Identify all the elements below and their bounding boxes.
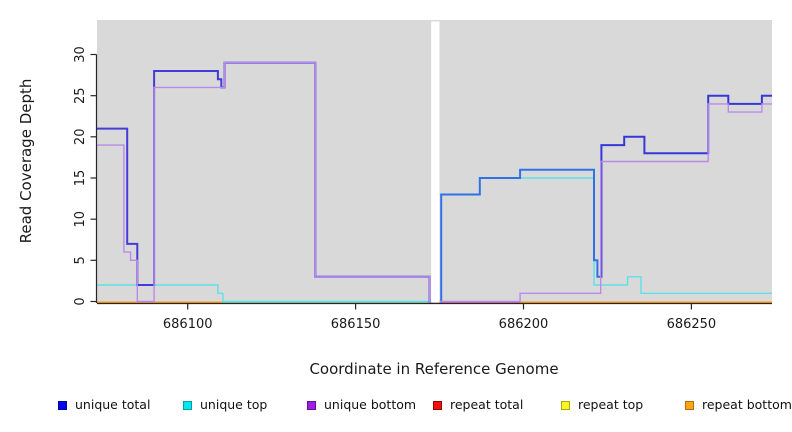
- y-axis-tick-label: 0: [73, 297, 88, 305]
- legend-swatch-icon: [58, 400, 67, 410]
- legend-swatch-icon: [307, 400, 316, 410]
- x-axis-tick-label: 686100: [163, 317, 213, 332]
- x-axis-title: Coordinate in Reference Genome: [309, 360, 558, 378]
- legend-item-label: unique total: [75, 397, 151, 412]
- series-unique-total-line: [600, 94, 772, 278]
- y-axis-title: Read Coverage Depth: [17, 79, 35, 244]
- y-axis-tick-label: 30: [73, 46, 88, 63]
- legend-swatch-icon: [183, 400, 192, 410]
- legend-item-label: repeat top: [578, 397, 644, 412]
- legend-item-label: repeat bottom: [702, 397, 792, 412]
- legend-item-label: unique top: [200, 397, 268, 412]
- y-axis-tick-label: 25: [73, 87, 88, 104]
- y-axis-tick-label: 20: [73, 129, 88, 146]
- legend-swatch-icon: [433, 400, 442, 410]
- legend-item-unique-total: unique total: [58, 398, 150, 412]
- x-axis-tick-label: 686250: [667, 317, 717, 332]
- legend-item-repeat-bottom: repeat bottom: [685, 398, 792, 412]
- y-axis-tick-label: 5: [73, 256, 88, 264]
- y-axis-tick-label: 15: [73, 170, 88, 187]
- y-axis-tick-label: 10: [73, 211, 88, 228]
- x-axis-tick-label: 686150: [331, 317, 381, 332]
- legend-item-repeat-total: repeat total: [433, 398, 523, 412]
- legend-swatch-icon: [685, 400, 694, 410]
- x-axis-tick-label: 686200: [499, 317, 549, 332]
- series-unique-top-line: [97, 284, 432, 303]
- legend-item-unique-bottom: unique bottom: [307, 398, 416, 412]
- masked-region: [431, 21, 440, 302]
- legend-item-repeat-top: repeat top: [561, 398, 643, 412]
- series-unique-total-line: [439, 168, 601, 303]
- legend-swatch-icon: [561, 400, 570, 410]
- legend-item-unique-top: unique top: [183, 398, 267, 412]
- chart-legend: unique total unique top unique bottom repea…: [0, 398, 792, 416]
- legend-item-label: unique bottom: [324, 397, 417, 412]
- series-unique-bottom-line: [439, 103, 772, 303]
- legend-item-label: repeat total: [450, 397, 524, 412]
- series-unique-bottom-line: [97, 62, 432, 303]
